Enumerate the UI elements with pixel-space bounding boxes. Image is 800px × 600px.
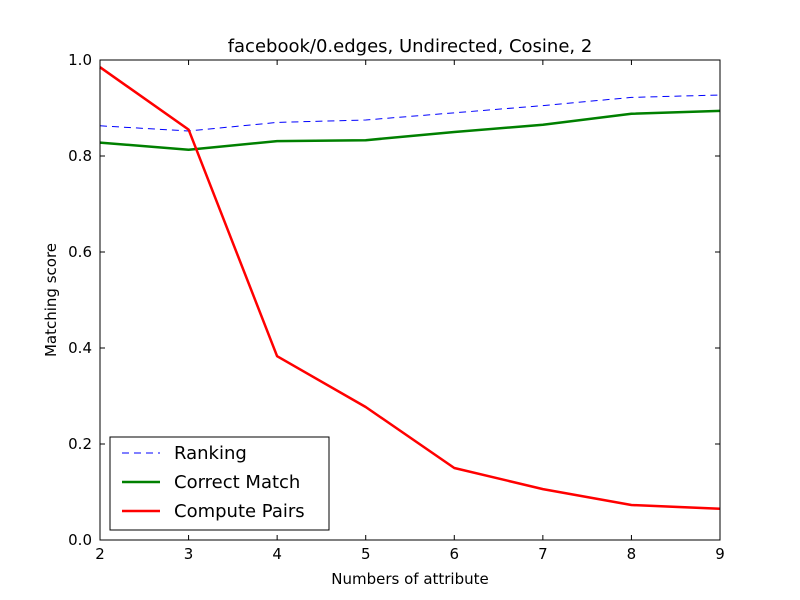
y-axis-label: Matching score — [42, 243, 60, 357]
ticks-layer: 2 3 4 5 6 7 8 9 0.0 0.2 0.4 0.6 0.8 1.0 — [68, 51, 725, 563]
x-tick-label: 4 — [272, 545, 282, 563]
series-line-ranking — [99, 94, 721, 132]
legend: Ranking Correct Match Compute Pairs — [109, 436, 330, 531]
x-tick-label: 3 — [184, 545, 194, 563]
plot-frame — [99, 59, 721, 541]
chart-title: facebook/0.edges, Undirected, Cosine, 2 — [228, 36, 593, 57]
x-tick-label: 8 — [627, 545, 637, 563]
legend-label-ranking: Ranking — [174, 443, 247, 464]
x-tick-label: 6 — [450, 545, 460, 563]
y-tick-label: 1.0 — [68, 51, 92, 69]
legend-label-compute-pairs: Compute Pairs — [174, 501, 305, 522]
y-tick-label: 0.4 — [68, 339, 92, 357]
x-tick-label: 7 — [538, 545, 548, 563]
series-line-correct-match — [99, 109, 721, 152]
y-tick-label: 0.6 — [68, 243, 92, 261]
y-tick-label: 0.2 — [68, 435, 92, 453]
x-tick-label: 9 — [715, 545, 725, 563]
y-tick-label: 0.0 — [68, 531, 92, 549]
x-tick-label: 2 — [95, 545, 105, 563]
series-line-compute-pairs — [99, 66, 721, 511]
x-axis-label: Numbers of attribute — [331, 570, 489, 588]
x-tick-label: 5 — [361, 545, 371, 563]
series-layer — [99, 66, 721, 511]
y-tick-label: 0.8 — [68, 147, 92, 165]
legend-label-correct-match: Correct Match — [174, 472, 300, 493]
